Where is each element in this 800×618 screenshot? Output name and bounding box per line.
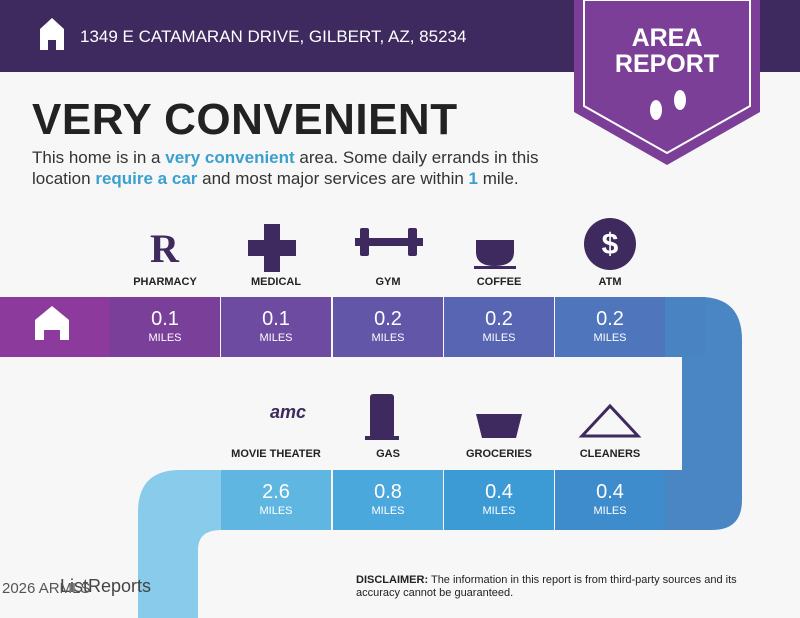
- service-distance: 0.1: [262, 308, 290, 330]
- band-cell: [221, 297, 331, 357]
- band-cell: [444, 297, 554, 357]
- badge: [574, 0, 760, 165]
- svg-text:R: R: [150, 226, 180, 271]
- service-unit: MILES: [482, 505, 516, 517]
- description-part: very convenient: [165, 148, 295, 167]
- service-distance: 0.2: [485, 308, 513, 330]
- service-unit: MILES: [259, 505, 293, 517]
- disclaimer-label: DISCLAIMER:: [356, 574, 429, 586]
- steps-icon: [650, 90, 686, 120]
- service-label: ATM: [598, 276, 622, 288]
- band-cell: [333, 470, 443, 530]
- service-label: GAS: [376, 448, 400, 460]
- description-part: require a car: [95, 169, 198, 188]
- description: This home is in a very convenient area. …: [32, 147, 592, 189]
- description-part: 1: [468, 169, 479, 188]
- band-left: [138, 470, 221, 618]
- description-part: and most major services are within: [197, 169, 469, 188]
- band-cell: [333, 297, 443, 357]
- disclaimer: DISCLAIMER: The information in this repo…: [356, 574, 776, 600]
- band-cell: [665, 297, 705, 357]
- badge-text: REPORT: [614, 50, 720, 78]
- badge-border: [583, 0, 751, 155]
- service-unit: MILES: [371, 332, 405, 344]
- service-label: COFFEE: [476, 276, 522, 288]
- description-part: area. Some daily errands in this locatio…: [32, 148, 539, 188]
- service-label: MOVIE THEATER: [231, 448, 321, 460]
- band-cell: [555, 470, 665, 530]
- service-label: GYM: [375, 276, 401, 288]
- row-home-icon: [35, 306, 69, 340]
- service-unit: MILES: [482, 332, 516, 344]
- atm-symbol: $: [602, 228, 619, 261]
- watermark: 2026 ARMLS: [2, 580, 91, 597]
- service-label: MEDICAL: [250, 276, 302, 288]
- band-cell: [110, 297, 220, 357]
- service-distance: 0.1: [151, 308, 179, 330]
- description-part: This home is in a: [32, 148, 166, 167]
- badge-text: AREA: [631, 24, 703, 52]
- service-unit: MILES: [371, 505, 405, 517]
- service-distance: 0.2: [596, 308, 624, 330]
- svg-text:amc: amc: [270, 402, 306, 422]
- service-label: PHARMACY: [133, 276, 197, 288]
- service-unit: MILES: [259, 332, 293, 344]
- description-part: mile.: [478, 169, 519, 188]
- home-icon: [40, 18, 64, 50]
- service-label: CLEANERS: [579, 448, 641, 460]
- icons: R amc: [150, 218, 642, 440]
- service-distance: 0.4: [596, 481, 624, 503]
- service-distance: 0.8: [374, 481, 402, 503]
- service-unit: MILES: [593, 505, 627, 517]
- band-cell: [221, 470, 331, 530]
- service-distance: 2.6: [262, 481, 290, 503]
- service-unit: MILES: [593, 332, 627, 344]
- band-cell: [555, 297, 665, 357]
- band-cell: [444, 470, 554, 530]
- brand: ListReports: [60, 576, 152, 596]
- service-distance: 0.4: [485, 481, 513, 503]
- service-label: GROCERIES: [465, 448, 532, 460]
- service-distance: 0.2: [374, 308, 402, 330]
- headline: VERY CONVENIENT: [32, 95, 458, 144]
- service-unit: MILES: [148, 332, 182, 344]
- address: 1349 E CATAMARAN DRIVE, GILBERT, AZ, 852…: [80, 27, 467, 46]
- disclaimer-text: The information in this report is from t…: [356, 574, 737, 599]
